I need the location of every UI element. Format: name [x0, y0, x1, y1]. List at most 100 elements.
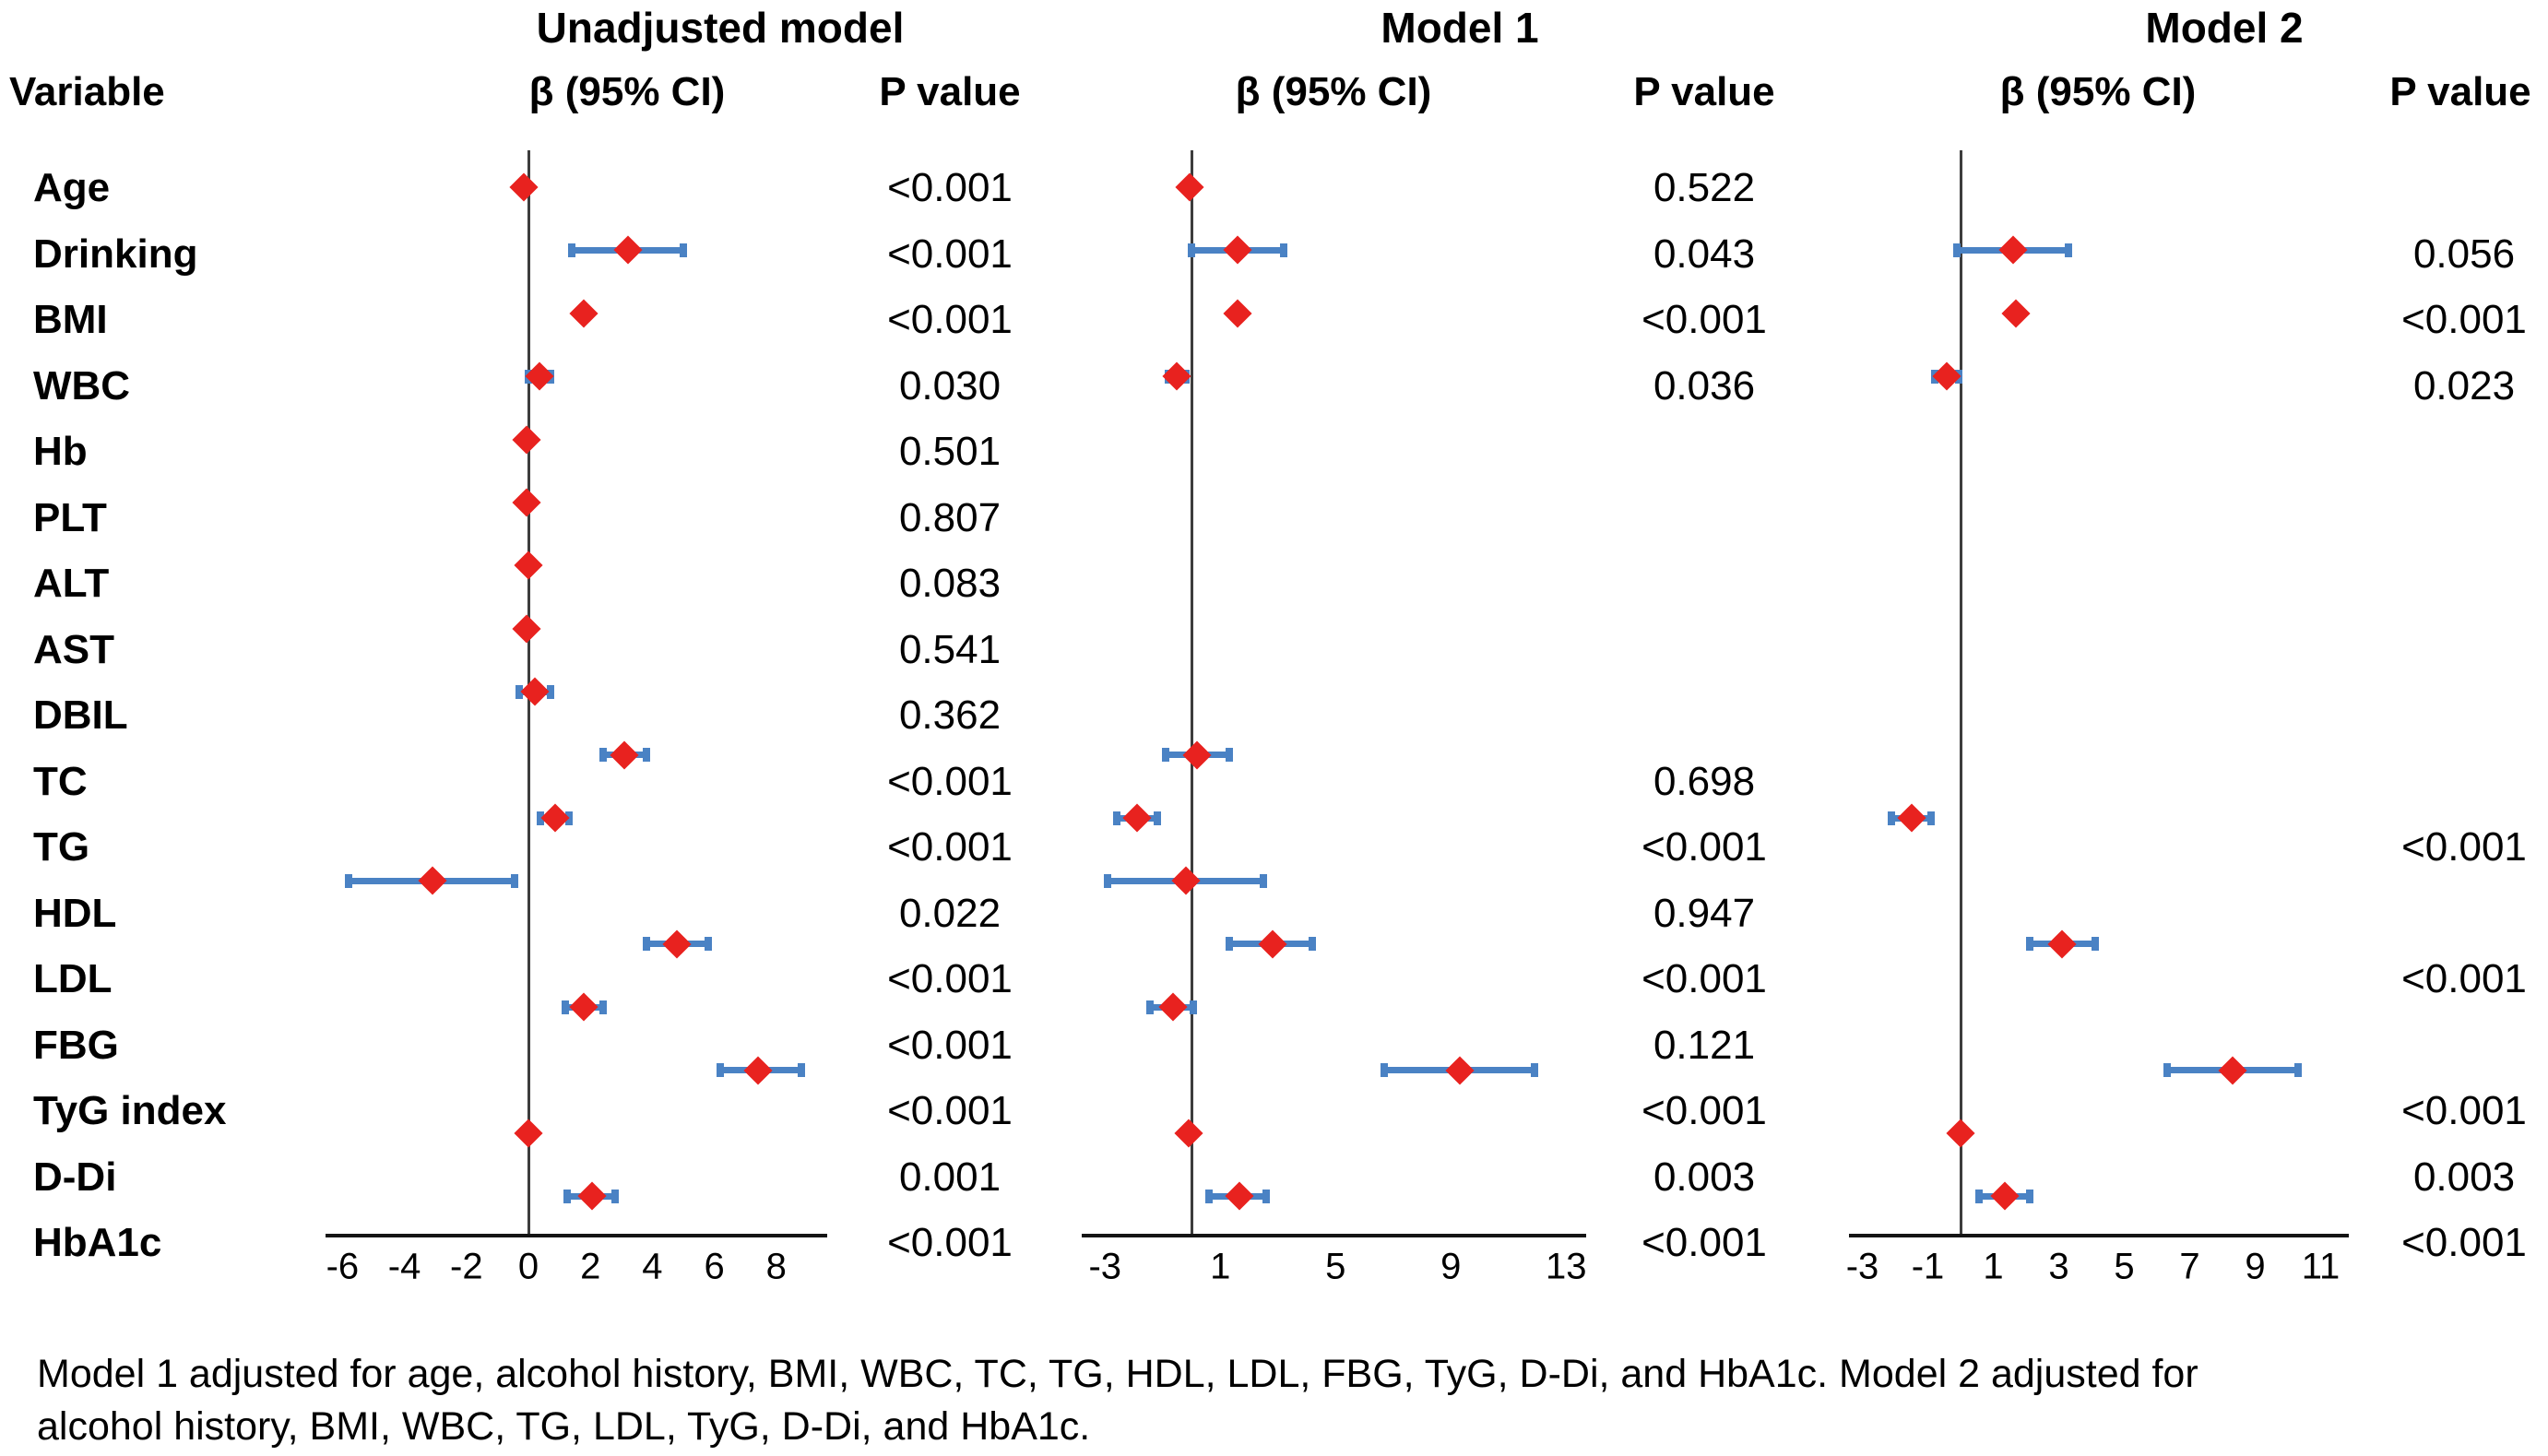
ci-cap-right [2065, 243, 2073, 257]
axis-tick-label: -3 [1845, 1246, 1879, 1287]
ci-cap-left [1225, 937, 1233, 952]
p-value: <0.001 [887, 824, 1013, 870]
beta-diamond-marker [514, 1119, 543, 1148]
axis-tick-label: -4 [387, 1246, 421, 1287]
footnote-line-2: alcohol history, BMI, WBC, TG, LDL, TyG,… [37, 1404, 1091, 1449]
beta-diamond-marker [1175, 172, 1204, 202]
p-value: <0.001 [887, 758, 1013, 804]
axis-tick-label: -1 [1911, 1246, 1945, 1287]
beta-diamond-marker [1223, 235, 1252, 265]
beta-diamond-marker [512, 614, 541, 644]
ci-cap-left [1145, 1000, 1154, 1014]
axis-tick-label: 7 [2179, 1246, 2200, 1287]
axis-tick-label: 1 [1210, 1246, 1231, 1287]
beta-diamond-marker [569, 992, 599, 1022]
axis-tick-label: 1 [1983, 1246, 2004, 1287]
beta-diamond-marker [509, 172, 539, 202]
beta-diamond-marker [539, 803, 570, 833]
beta-diamond-marker [2218, 1056, 2247, 1085]
x-axis-line [326, 1234, 827, 1237]
axis-tick-label: -6 [326, 1246, 360, 1287]
panel-title-unadjusted: Unadjusted model [536, 4, 905, 52]
variable-label: Age [33, 165, 111, 210]
p-value: 0.807 [898, 494, 1001, 540]
variable-label: TC [33, 758, 88, 804]
ci-cap-right [2025, 1189, 2033, 1203]
p-value: 0.043 [1653, 231, 1756, 277]
ci-cap-left [563, 1189, 571, 1203]
beta-diamond-marker [1122, 803, 1152, 833]
column-header-pvalue-model2: P value [2389, 69, 2531, 114]
variable-label: TG [33, 824, 90, 870]
ci-cap-right [1225, 748, 1233, 763]
ci-cap-right [642, 748, 650, 763]
variable-label: Drinking [33, 231, 198, 277]
ci-cap-right [2293, 1063, 2302, 1078]
p-value: <0.001 [887, 231, 1013, 277]
beta-diamond-marker [1445, 1056, 1475, 1085]
beta-diamond-marker [1257, 929, 1287, 959]
axis-tick-label: 11 [2301, 1246, 2341, 1287]
p-value: <0.001 [887, 1022, 1013, 1068]
ci-cap-right [598, 1000, 607, 1014]
p-value: <0.001 [887, 1220, 1013, 1265]
p-value: 0.541 [898, 626, 1001, 672]
beta-diamond-marker [743, 1056, 773, 1085]
footnote-line-1: Model 1 adjusted for age, alcohol histor… [37, 1352, 2198, 1396]
ci-cap-left [515, 684, 523, 699]
column-header-pvalue-model1: P value [1633, 69, 1775, 114]
axis-tick-label: 8 [765, 1246, 787, 1287]
ci-cap-left [598, 748, 607, 763]
p-value: <0.001 [2401, 1220, 2527, 1265]
p-value: 0.023 [2412, 362, 2516, 408]
axis-tick-label: 5 [1325, 1246, 1346, 1287]
variable-label: D-Di [33, 1154, 117, 1200]
ci-cap-right [1280, 243, 1287, 257]
beta-diamond-marker [1174, 1119, 1203, 1148]
ci-cap-right [611, 1189, 620, 1203]
variable-label: ALT [33, 561, 110, 606]
ci-cap-left [1974, 1189, 1983, 1203]
variable-label: Hb [33, 429, 88, 474]
p-value: 0.022 [898, 890, 1001, 936]
p-value: <0.001 [1641, 1220, 1767, 1265]
axis-tick-label: -3 [1088, 1246, 1122, 1287]
beta-diamond-marker [1158, 992, 1188, 1022]
variable-label: DBIL [33, 692, 128, 738]
axis-tick-label: 3 [2048, 1246, 2069, 1287]
variable-label: AST [33, 626, 114, 672]
p-value: <0.001 [2401, 297, 2527, 342]
p-value: <0.001 [887, 165, 1013, 210]
variable-label: TyG index [33, 1088, 227, 1133]
ci-cap-right [704, 937, 712, 952]
ci-cap-left [1953, 243, 1961, 257]
ci-cap-right [1530, 1063, 1538, 1078]
beta-diamond-marker [1946, 1119, 1975, 1148]
variable-label: HbA1c [33, 1220, 162, 1265]
p-value: <0.001 [1641, 956, 1767, 1001]
variable-label: FBG [33, 1022, 119, 1068]
ci-cap-left [2163, 1063, 2171, 1078]
p-value: 0.121 [1653, 1022, 1756, 1068]
ci-cap-right [1260, 873, 1268, 888]
ci-cap-right [680, 243, 687, 257]
ci-cap-left [562, 1000, 570, 1014]
axis-tick-label: -2 [450, 1246, 483, 1287]
ci-cap-left [1161, 748, 1169, 763]
beta-diamond-marker [520, 677, 550, 706]
ci-cap-right [797, 1063, 805, 1078]
p-value: <0.001 [1641, 1088, 1767, 1133]
ci-cap-left [642, 937, 650, 952]
beta-diamond-marker [577, 1181, 607, 1211]
ci-cap-right [510, 873, 518, 888]
ci-cap-right [1262, 1189, 1271, 1203]
ci-cap-right [546, 684, 554, 699]
ci-cap-left [568, 243, 576, 257]
beta-diamond-marker [1223, 299, 1252, 328]
panel-title-model2: Model 2 [2145, 4, 2304, 52]
p-value: <0.001 [2401, 956, 2527, 1001]
p-value: 0.501 [898, 429, 1001, 474]
p-value: 0.522 [1653, 165, 1756, 210]
beta-diamond-marker [610, 740, 639, 770]
